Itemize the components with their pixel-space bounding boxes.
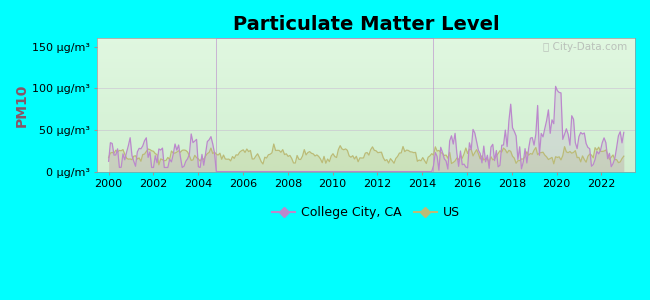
Text: Ⓢ City-Data.com: Ⓢ City-Data.com [543,42,627,52]
Y-axis label: PM10: PM10 [15,83,29,127]
Title: Particulate Matter Level: Particulate Matter Level [233,15,499,34]
Legend: College City, CA, US: College City, CA, US [267,201,465,224]
Bar [216,38,434,172]
